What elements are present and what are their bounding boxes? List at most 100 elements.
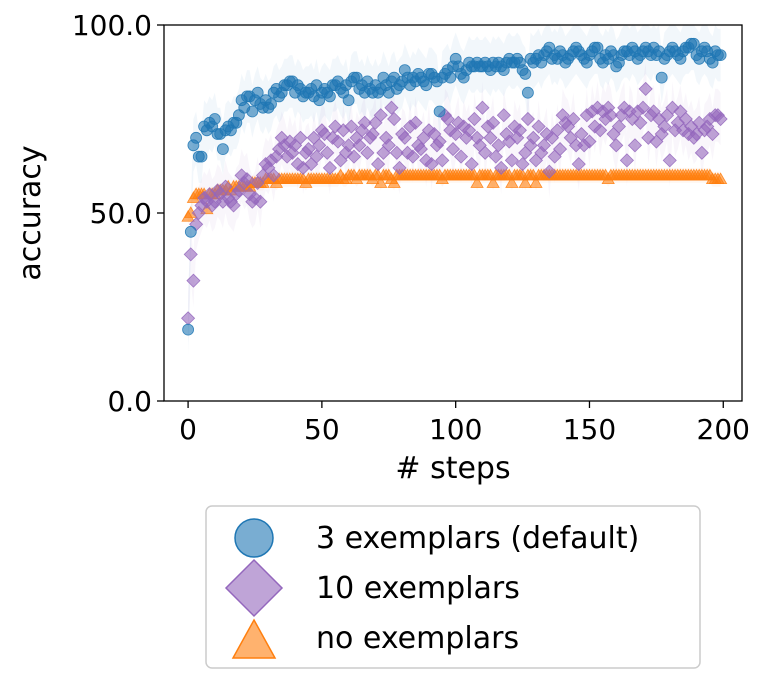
10-exemplars-point	[536, 138, 552, 153]
10-exemplars-point	[381, 138, 396, 153]
10-exemplars-point	[218, 179, 233, 194]
no-exemplars-point	[387, 176, 401, 188]
10-exemplars-point	[475, 100, 490, 115]
10-exemplars-point	[705, 126, 720, 142]
10-exemplars-point	[320, 145, 335, 160]
x-tick-label: 200	[697, 413, 750, 446]
10-exemplars-point	[483, 130, 498, 145]
10-exemplars-point	[662, 153, 677, 168]
10-exemplars-point	[582, 134, 597, 149]
10-exemplars-point	[453, 149, 469, 164]
10-exemplars-point	[448, 126, 463, 142]
3-exemplars-default-point	[687, 37, 700, 50]
10-exemplars-point	[531, 119, 546, 134]
10-exemplars-point	[478, 145, 493, 160]
y-axis-label: accuracy	[13, 145, 48, 280]
10-exemplars-point	[312, 138, 327, 153]
y-tick-label: 100.0	[72, 9, 152, 42]
10-exemplars-point	[424, 157, 439, 172]
10-exemplars-point	[413, 142, 428, 157]
10-exemplars-point	[520, 111, 535, 127]
3-exemplars-default-point	[444, 71, 457, 84]
no-exemplars-point	[374, 176, 388, 188]
10-exemplars-point	[494, 160, 509, 175]
10-exemplars-point	[488, 149, 503, 164]
3-exemplars-default-point	[420, 79, 433, 92]
10-exemplars-point	[694, 145, 709, 160]
10-exemplars-point	[373, 108, 388, 123]
10-exemplars-point	[322, 160, 337, 175]
10-exemplars-point	[309, 149, 324, 164]
legend-label-10-exemplars: 10 exemplars	[316, 571, 520, 606]
10-exemplars-point	[445, 142, 461, 157]
10-exemplars-point	[713, 111, 728, 127]
y-tick-label: 50.0	[90, 197, 152, 230]
10-exemplars-point	[392, 160, 407, 175]
10-exemplars-point	[293, 130, 308, 145]
axis-ticks-layer: 0 50 100 150 200 0.0 50.0 100.0	[72, 9, 750, 446]
10-exemplars-point	[550, 123, 565, 138]
10-exemplars-point	[344, 119, 359, 134]
legend-marker-3-exemplars	[234, 518, 274, 558]
10-exemplars-point	[435, 153, 450, 168]
10-exemplars-point	[461, 123, 477, 138]
3-exemplars-default-point	[342, 94, 355, 107]
legend: 3 exemplars (default) 10 exemplars no ex…	[205, 505, 701, 669]
10-exemplars-point	[467, 111, 482, 127]
no-exemplars-point	[518, 176, 532, 188]
no-exemplars-point	[529, 176, 543, 188]
x-tick-label: 100	[429, 413, 482, 446]
3-exemplars-default-point	[519, 68, 532, 80]
10-exemplars-point	[330, 134, 346, 149]
data-marks-layer	[181, 37, 728, 336]
y-tick-label: 0.0	[107, 385, 152, 418]
10-exemplars-point	[328, 119, 343, 134]
10-exemplars-point	[571, 157, 586, 172]
10-exemplars-point	[357, 115, 372, 130]
10-exemplars-point	[389, 145, 404, 160]
10-exemplars-point	[603, 108, 618, 123]
10-exemplars-point	[440, 111, 455, 127]
10-exemplars-point	[657, 119, 672, 134]
legend-frame	[205, 505, 701, 669]
10-exemplars-point	[542, 164, 557, 179]
10-exemplars-point	[408, 115, 423, 130]
band-3-exemplars-default	[188, 25, 721, 356]
10-exemplars-point	[226, 198, 241, 213]
10-exemplars-point	[566, 111, 581, 127]
10-exemplars-point	[346, 149, 362, 164]
10-exemplars-point	[504, 153, 519, 168]
10-exemplars-point	[183, 247, 198, 262]
10-exemplars-point	[515, 157, 530, 172]
3-exemplars-default-point	[208, 113, 221, 125]
10-exemplars-point	[352, 138, 367, 153]
3-exemplars-default-point	[195, 150, 208, 163]
10-exemplars-point	[301, 142, 316, 157]
10-exemplars-point	[619, 153, 635, 168]
3-exemplars-default-point	[246, 105, 259, 118]
10-exemplars-point	[371, 157, 386, 172]
x-tick-label: 150	[563, 413, 616, 446]
x-tick-label: 0	[179, 413, 197, 446]
10-exemplars-point	[405, 149, 420, 164]
3-exemplars-default-point	[265, 98, 277, 110]
10-exemplars-point	[365, 126, 380, 142]
10-exemplars-point	[635, 100, 651, 115]
10-exemplars-point	[186, 273, 201, 288]
10-exemplars-point	[253, 194, 268, 209]
legend-label-3-exemplars: 3 exemplars (default)	[316, 521, 639, 556]
10-exemplars-point	[387, 111, 402, 127]
10-exemplars-point	[486, 115, 501, 130]
3-exemplars-default-point	[591, 41, 604, 54]
3-exemplars-default-point	[522, 86, 534, 99]
10-exemplars-point	[609, 138, 624, 153]
10-exemplars-point	[360, 145, 375, 160]
3-exemplars-default-point	[182, 323, 195, 336]
10-exemplars-point	[464, 157, 479, 172]
10-exemplars-point	[627, 138, 643, 153]
no-exemplars-point	[470, 176, 484, 188]
10-exemplars-point	[384, 100, 399, 115]
10-exemplars-point	[593, 123, 608, 138]
3-exemplars-default-point	[433, 105, 446, 118]
